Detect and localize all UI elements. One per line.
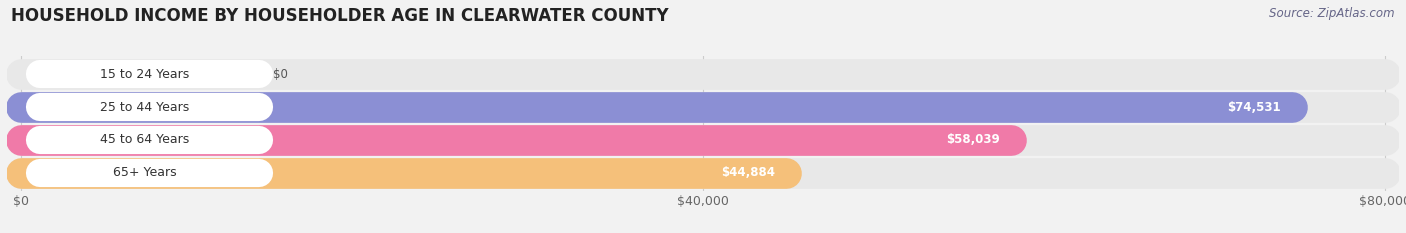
Text: $44,884: $44,884 bbox=[721, 166, 775, 179]
Text: 65+ Years: 65+ Years bbox=[112, 166, 177, 179]
Text: $58,039: $58,039 bbox=[946, 134, 1000, 147]
Text: HOUSEHOLD INCOME BY HOUSEHOLDER AGE IN CLEARWATER COUNTY: HOUSEHOLD INCOME BY HOUSEHOLDER AGE IN C… bbox=[11, 7, 669, 25]
Text: 45 to 64 Years: 45 to 64 Years bbox=[100, 134, 190, 147]
Text: 25 to 44 Years: 25 to 44 Years bbox=[100, 100, 190, 113]
Text: $0: $0 bbox=[273, 68, 288, 81]
Text: 15 to 24 Years: 15 to 24 Years bbox=[100, 68, 190, 81]
Text: $74,531: $74,531 bbox=[1227, 100, 1281, 113]
Text: Source: ZipAtlas.com: Source: ZipAtlas.com bbox=[1270, 7, 1395, 20]
